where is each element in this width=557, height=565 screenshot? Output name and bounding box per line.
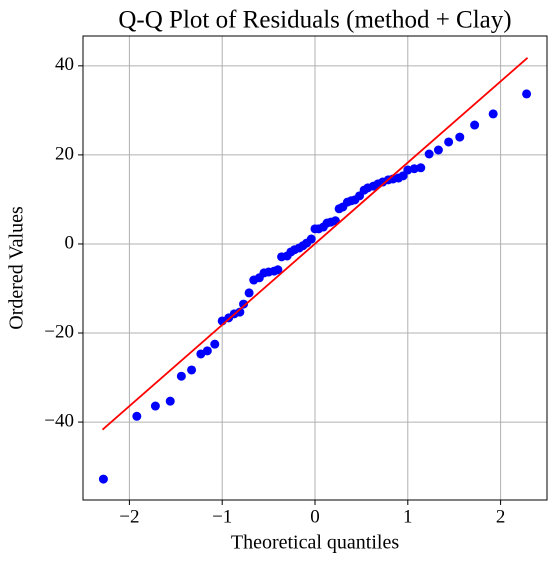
y-tick-label: 0 [65,232,75,253]
chart-title: Q-Q Plot of Residuals (method + Clay) [118,7,511,34]
point [470,120,480,130]
point [165,396,175,406]
point [424,149,434,159]
y-tick-label: 40 [55,54,74,75]
point [98,474,108,484]
point [306,234,316,244]
point [416,163,426,173]
point [150,401,160,411]
point [273,265,283,275]
point [244,288,254,298]
fit-line [101,57,529,431]
point [239,299,249,309]
x-axis-label: Theoretical quantiles [231,532,399,554]
y-tick-label: −20 [44,321,74,342]
x-tick-label: 0 [310,506,320,527]
point [433,145,443,155]
x-tick-label: 1 [403,506,413,527]
point [210,339,220,349]
x-tick-label: −1 [212,506,232,527]
plot-frame [82,35,548,501]
point [455,132,465,142]
point [522,89,532,99]
y-tick-label: 20 [55,143,74,164]
point [444,137,454,147]
point [235,307,245,317]
y-tick-label: −40 [44,410,74,431]
y-axis-label: Ordered Values [6,206,28,330]
point [132,411,142,421]
point [202,346,212,356]
point [187,365,197,375]
point [176,371,186,381]
point [488,109,498,119]
x-tick-label: −2 [119,506,139,527]
x-tick-label: 2 [496,506,506,527]
